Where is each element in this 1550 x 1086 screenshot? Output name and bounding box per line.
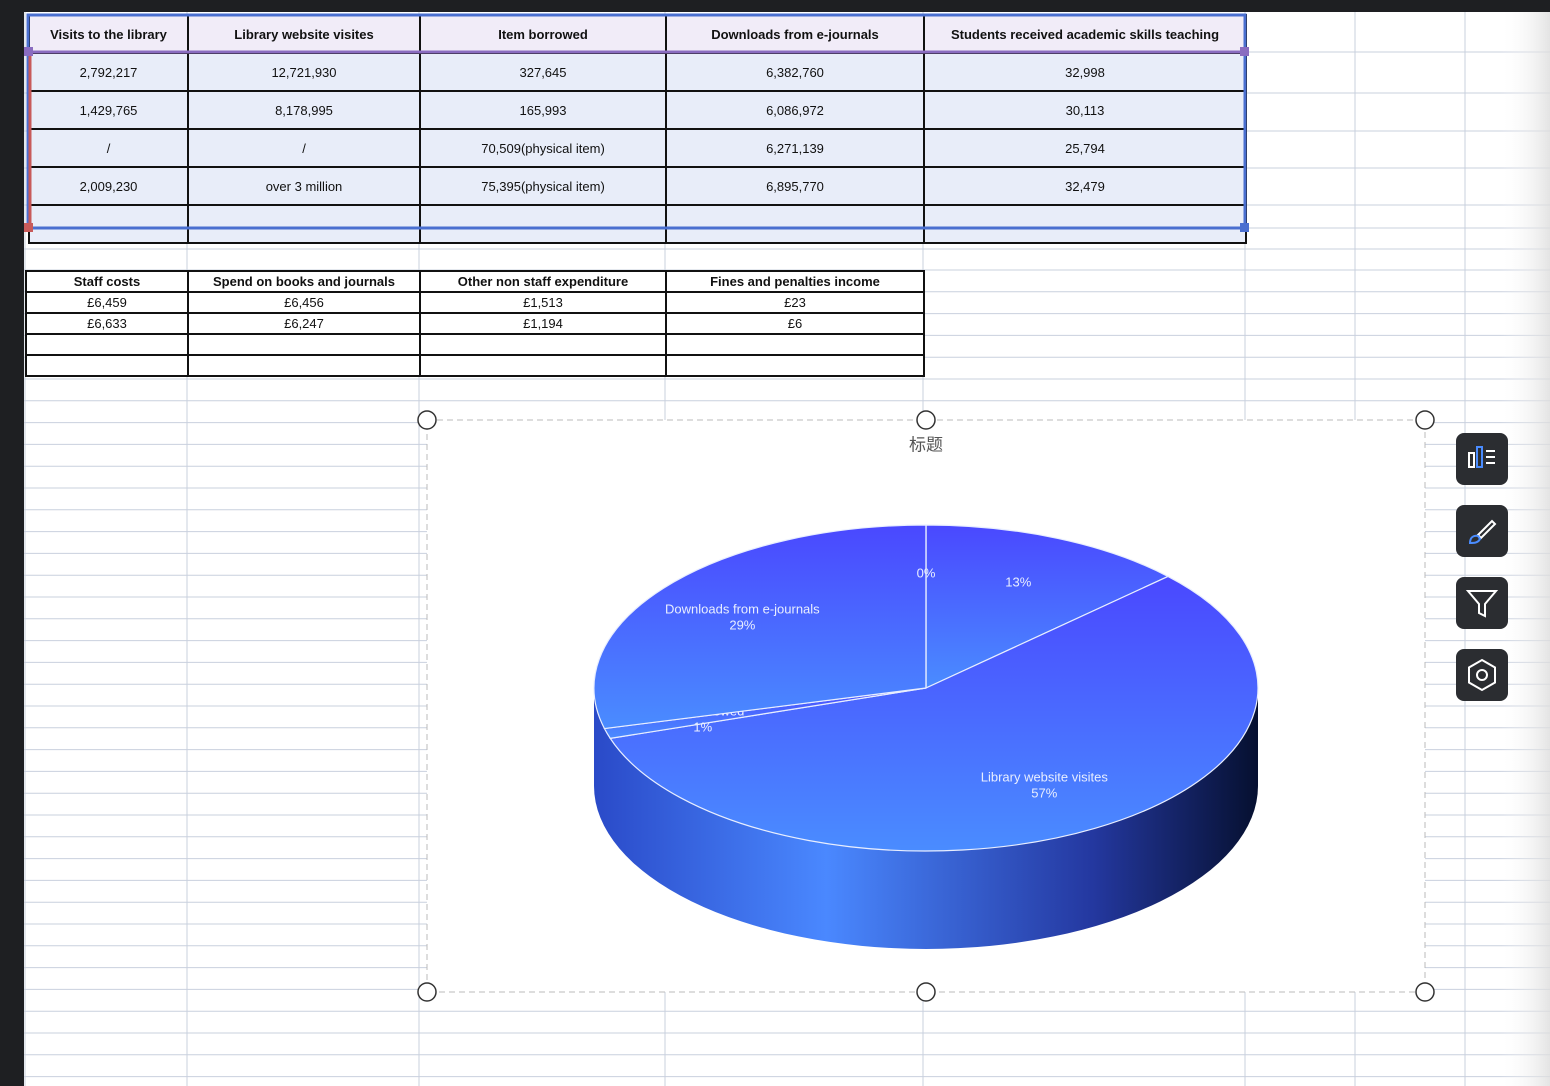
chart-title: 标题 <box>909 435 943 454</box>
cell[interactable]: £6,633 <box>25 312 189 335</box>
pie-slice <box>609 575 1259 852</box>
cell[interactable]: £6,247 <box>187 312 421 335</box>
cell[interactable] <box>25 333 189 356</box>
cell[interactable] <box>665 333 925 356</box>
cell[interactable]: Fines and penalties income <box>665 270 925 293</box>
slice-value-label: 13% <box>1005 575 1031 590</box>
cell[interactable]: Staff costs <box>25 270 189 293</box>
cell[interactable]: £1,513 <box>419 291 667 314</box>
cell[interactable] <box>665 354 925 377</box>
pie-slice <box>925 524 1170 689</box>
cell[interactable]: Spend on books and journals <box>187 270 421 293</box>
chart-style-button[interactable] <box>1456 505 1508 557</box>
slice-label: Downloads from e-journals <box>665 602 820 617</box>
cell[interactable] <box>419 333 667 356</box>
slice-value-label: 29% <box>729 618 755 633</box>
slice-value-label: 57% <box>1031 786 1057 801</box>
cell[interactable]: £6 <box>665 312 925 335</box>
cell[interactable]: £23 <box>665 291 925 314</box>
table-row <box>25 333 925 356</box>
table-row: £6,633 £6,247 £1,194 £6 <box>25 312 925 335</box>
slice-value-label: 0% <box>917 565 936 580</box>
chart-elements-button[interactable] <box>1456 433 1508 485</box>
pie-slice <box>593 524 927 730</box>
cell[interactable] <box>419 354 667 377</box>
cell[interactable]: Other non staff expenditure <box>419 270 667 293</box>
table-row: Staff costs Spend on books and journals Ot… <box>25 270 925 293</box>
cell[interactable] <box>187 354 421 377</box>
slice-label: Library website visites <box>981 770 1109 785</box>
finance-table: Staff costs Spend on books and journals Ot… <box>25 270 925 377</box>
cell[interactable]: £6,456 <box>187 291 421 314</box>
table-row <box>25 354 925 377</box>
cell[interactable]: £6,459 <box>25 291 189 314</box>
cell[interactable] <box>25 354 189 377</box>
cell[interactable] <box>187 333 421 356</box>
cell[interactable]: £1,194 <box>419 312 667 335</box>
chart-filter-button[interactable] <box>1456 577 1508 629</box>
slice-value-label: 1% <box>693 719 712 734</box>
table-row: £6,459 £6,456 £1,513 £23 <box>25 291 925 314</box>
chart-settings-button[interactable] <box>1456 649 1508 701</box>
